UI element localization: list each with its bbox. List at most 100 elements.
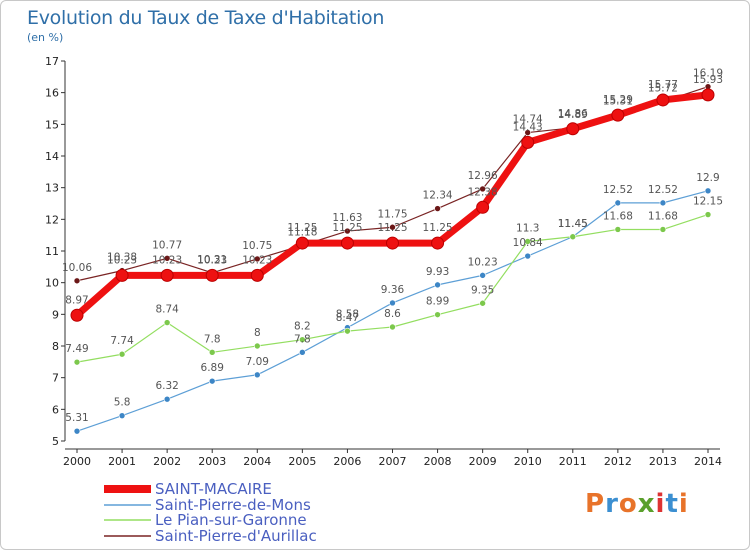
series-point — [299, 349, 306, 356]
series-point — [389, 323, 396, 331]
data-label: 15.31 — [603, 96, 633, 108]
data-label: 7.09 — [246, 356, 269, 368]
series-point — [163, 319, 171, 326]
chart-unit: (en %) — [27, 31, 64, 44]
data-label: 11.25 — [287, 222, 317, 234]
series-point — [656, 93, 670, 107]
x-tick-label: 2008 — [424, 455, 452, 468]
data-label: 14.86 — [558, 108, 588, 120]
x-tick-label: 2011 — [559, 455, 587, 468]
series-point — [73, 358, 81, 366]
logo-letter: o — [618, 489, 638, 519]
series-point — [431, 236, 445, 250]
data-label: 7.8 — [294, 333, 311, 345]
logo-letter: i — [678, 489, 689, 519]
series-point — [701, 88, 715, 102]
series-point — [253, 371, 261, 379]
data-label: 8.99 — [426, 296, 449, 308]
data-label: 10.23 — [107, 254, 137, 266]
data-label: 8 — [254, 327, 261, 339]
data-label: 10.23 — [468, 256, 498, 268]
data-label: 11.63 — [332, 212, 362, 224]
y-tick-label: 11 — [45, 245, 59, 258]
data-label: 12.9 — [696, 172, 719, 184]
x-tick-label: 2002 — [153, 455, 181, 468]
data-label: 9.93 — [426, 266, 449, 278]
chart-title: Evolution du Taux de Taxe d'Habitation — [27, 7, 385, 29]
data-label: 10.06 — [62, 262, 92, 274]
series-point — [479, 272, 486, 279]
data-label: 9.35 — [471, 284, 494, 296]
series-point — [659, 226, 667, 233]
data-label: 5.31 — [65, 412, 88, 424]
data-label: 12.34 — [423, 190, 453, 202]
legend-entry: Le Pian-sur-Garonne — [155, 511, 307, 529]
data-label: 12.38 — [468, 186, 498, 198]
series-point — [524, 252, 532, 260]
series-point — [163, 254, 171, 262]
data-label: 11.68 — [603, 210, 633, 222]
series-point — [434, 205, 441, 212]
x-tick-label: 2005 — [288, 455, 316, 468]
series-point — [614, 226, 622, 233]
y-tick-label: 12 — [45, 213, 59, 226]
data-label: 7.49 — [65, 343, 88, 355]
y-tick-label: 10 — [45, 277, 59, 290]
series-point — [118, 350, 126, 358]
x-tick-label: 2004 — [243, 455, 271, 468]
series-point — [70, 308, 84, 322]
series-point — [704, 187, 712, 195]
logo-letter: P — [585, 489, 606, 519]
series-point — [344, 327, 351, 335]
series-point — [524, 238, 532, 245]
series-point — [299, 336, 306, 343]
series-point — [479, 185, 486, 193]
data-label: 10.38 — [107, 252, 137, 264]
series-point — [73, 427, 81, 435]
data-label: 10.23 — [197, 254, 227, 266]
logo-letter: x — [637, 489, 656, 519]
data-label: 8.47 — [336, 312, 359, 324]
legend-entry: Saint-Pierre-d'Aurillac — [155, 527, 317, 545]
series-point — [659, 199, 667, 207]
x-tick-label: 2012 — [604, 455, 632, 468]
series-point — [611, 108, 625, 122]
y-tick-label: 14 — [45, 150, 59, 163]
series-point — [295, 236, 309, 250]
y-tick-label: 13 — [45, 182, 59, 195]
data-label: 11.25 — [377, 222, 407, 234]
data-label: 10.84 — [513, 237, 543, 249]
data-label: 11.18 — [287, 226, 317, 238]
x-tick-label: 2010 — [514, 455, 542, 468]
data-label: 12.15 — [693, 196, 723, 208]
series-point — [253, 342, 261, 350]
legend-entry: Saint-Pierre-de-Mons — [155, 496, 311, 514]
series-point — [479, 299, 486, 307]
series-point — [163, 395, 171, 403]
series-point — [434, 311, 441, 318]
series-point — [208, 349, 216, 356]
data-label: 12.96 — [468, 170, 498, 182]
y-tick-label: 8 — [52, 340, 59, 353]
series-point — [521, 135, 535, 149]
series-point — [704, 211, 712, 218]
data-label: 10.23 — [152, 254, 182, 266]
x-tick-label: 2000 — [63, 455, 91, 468]
series-point — [569, 233, 577, 241]
y-tick-label: 15 — [45, 118, 59, 131]
legend-entry: SAINT-MACAIRE — [155, 480, 272, 498]
series-point — [524, 129, 532, 136]
data-label: 7.8 — [204, 333, 221, 345]
x-tick-label: 2013 — [649, 455, 677, 468]
series-point — [614, 199, 622, 207]
data-label: 8.58 — [336, 309, 359, 321]
data-label: 12.52 — [603, 184, 633, 196]
data-label: 11.45 — [558, 218, 588, 230]
proxiti-logo: Proxiti — [585, 489, 689, 519]
data-label: 10.77 — [152, 239, 182, 251]
data-label: 15.29 — [603, 94, 633, 106]
series-point — [73, 277, 81, 285]
data-label: 15.72 — [648, 83, 678, 95]
